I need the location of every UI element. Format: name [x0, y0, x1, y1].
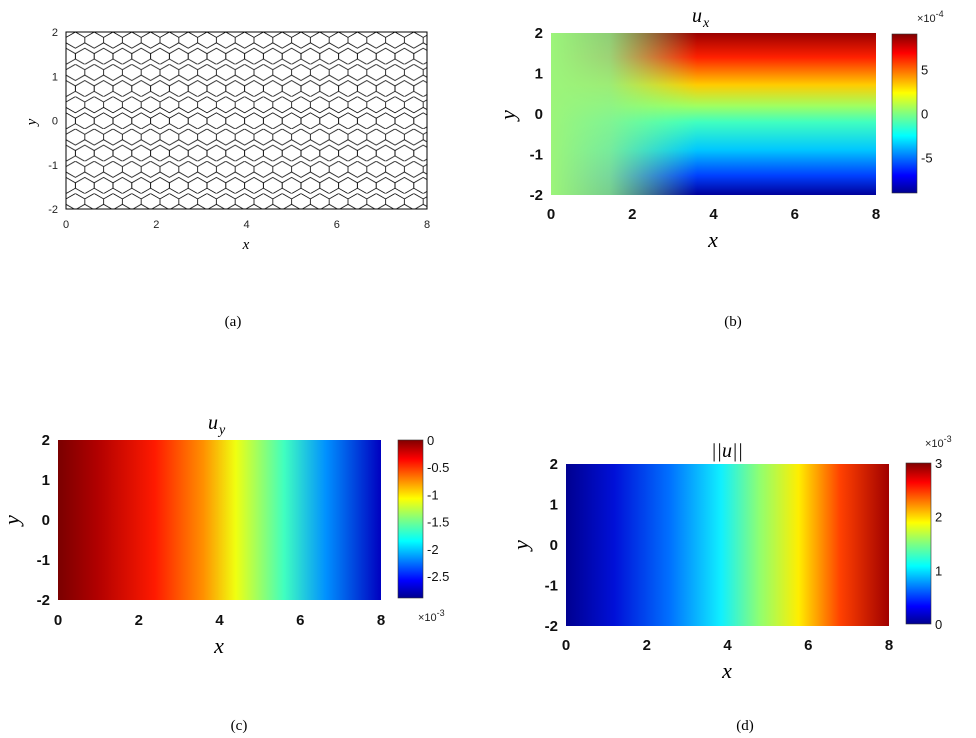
d-ytick-label: -2 — [545, 618, 558, 635]
c-colorbar-tick-label: -1 — [427, 487, 439, 502]
c-title-subscript: y — [217, 423, 226, 438]
a-xtick-label: 0 — [63, 219, 69, 231]
b-xtick-label: 0 — [547, 206, 555, 223]
c-title: u — [208, 412, 218, 434]
d-xtick-label: 6 — [804, 637, 812, 654]
b-colorbar-tick-label: 0 — [921, 107, 928, 122]
c-colorbar-tick-label: -2.5 — [427, 569, 449, 584]
b-xlabel: x — [707, 227, 718, 252]
mesh-frame — [65, 31, 428, 210]
a-ytick-label: -2 — [48, 204, 58, 216]
a-ytick-label: 0 — [52, 116, 58, 128]
c-colorbar-tick-label: -0.5 — [427, 460, 449, 475]
a-ytick-label: 1 — [52, 71, 58, 83]
a-ytick-label: -1 — [48, 160, 58, 172]
c-colorbar-tick-label: 0 — [427, 433, 434, 448]
caption-c: (c) — [231, 718, 248, 734]
b-ytick-label: -2 — [530, 187, 543, 204]
a-ytick-label: 2 — [52, 27, 58, 39]
b-ytick-label: 2 — [535, 25, 543, 42]
d-ytick-label: 0 — [550, 537, 558, 554]
d-ytick-label: 2 — [550, 456, 558, 473]
b-colorbar — [891, 33, 918, 194]
c-ytick-label: 2 — [42, 432, 50, 449]
c-colorbar — [397, 439, 424, 599]
d-xtick-label: 0 — [562, 637, 570, 654]
polygon-mesh — [66, 32, 427, 209]
a-ylabel: y — [24, 118, 40, 127]
d-ytick-label: 1 — [550, 497, 558, 514]
c-ytick-label: -1 — [37, 552, 50, 569]
c-ytick-label: -2 — [37, 592, 50, 609]
b-xtick-label: 6 — [791, 206, 799, 223]
c-ytick-label: 1 — [42, 472, 50, 489]
b-xtick-label: 2 — [628, 206, 636, 223]
c-field — [58, 440, 381, 600]
c-xtick-label: 0 — [54, 612, 62, 629]
b-ytick-label: 0 — [535, 106, 543, 123]
d-colorbar-tick-label: 2 — [935, 510, 942, 525]
b-ylabel: y — [495, 110, 520, 122]
d-colorbar — [905, 462, 932, 625]
d-field — [566, 464, 889, 626]
b-field-inlet-region — [551, 33, 876, 195]
panel-d: 0 2 4 6 8 2 1 0 -1 -2 x y ||u|| 3 2 1 0 ×10-3 (d) — [508, 434, 952, 734]
c-colorbar-tick-label: -2 — [427, 542, 439, 557]
c-ylabel: y — [0, 515, 24, 527]
d-ylabel: y — [508, 540, 533, 552]
caption-d: (d) — [736, 718, 754, 734]
d-xlabel: x — [721, 658, 732, 683]
panel-a: 0 2 4 6 8 2 1 0 -1 -2 x y (a) — [24, 27, 430, 330]
d-xtick-label: 2 — [643, 637, 651, 654]
b-title: u — [692, 5, 702, 27]
b-ytick-label: 1 — [535, 66, 543, 83]
c-xlabel: x — [213, 633, 224, 658]
b-colorbar-tick-label: -5 — [921, 151, 933, 166]
d-ytick-label: -1 — [545, 578, 558, 595]
c-xtick-label: 4 — [215, 612, 224, 629]
d-colorbar-tick-label: 3 — [935, 456, 942, 471]
a-xtick-label: 8 — [424, 219, 430, 231]
caption-b: (b) — [724, 314, 742, 330]
b-colorbar-tick-label: 5 — [921, 62, 928, 77]
b-ytick-label: -1 — [530, 147, 543, 164]
a-xtick-label: 4 — [243, 219, 249, 231]
a-xtick-label: 2 — [153, 219, 159, 231]
b-xtick-label: 4 — [709, 206, 718, 223]
panel-b: 0 2 4 6 8 2 1 0 -1 -2 x y u x 5 0 -5 ×10-4 (b) — [495, 5, 944, 330]
a-xlabel: x — [242, 237, 250, 253]
d-colorbar-exponent: ×10-3 — [925, 434, 952, 450]
b-title-subscript: x — [702, 16, 710, 31]
a-xtick-label: 6 — [334, 219, 340, 231]
c-colorbar-tick-label: -1.5 — [427, 515, 449, 530]
caption-a: (a) — [225, 314, 242, 330]
c-colorbar-exponent: ×10-3 — [418, 608, 445, 624]
d-xtick-label: 8 — [885, 637, 893, 654]
c-ytick-label: 0 — [42, 512, 50, 529]
d-xtick-label: 4 — [723, 637, 732, 654]
b-xtick-label: 8 — [872, 206, 880, 223]
d-colorbar-tick-label: 1 — [935, 563, 942, 578]
c-xtick-label: 8 — [377, 612, 385, 629]
c-xtick-label: 2 — [135, 612, 143, 629]
d-title: ||u|| — [711, 440, 743, 462]
b-colorbar-exponent: ×10-4 — [917, 9, 944, 25]
c-xtick-label: 6 — [296, 612, 304, 629]
d-colorbar-tick-label: 0 — [935, 617, 942, 632]
